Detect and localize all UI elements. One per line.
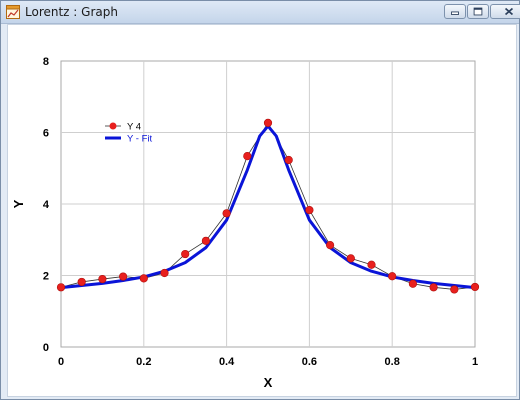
- data-point: [450, 285, 459, 294]
- data-point: [98, 274, 107, 284]
- x-tick-label: 0.4: [219, 356, 235, 368]
- data-point: [408, 279, 418, 288]
- x-tick-label: 0: [58, 356, 64, 368]
- data-point: [284, 155, 293, 165]
- data-point: [118, 272, 128, 281]
- x-axis-label: X: [264, 375, 273, 390]
- data-point: [305, 205, 314, 215]
- y-tick-label: 2: [43, 271, 49, 283]
- data-point: [243, 151, 252, 161]
- data-point: [139, 274, 148, 283]
- data-point: [429, 283, 438, 292]
- data-point: [181, 249, 190, 259]
- data-point: [56, 283, 66, 292]
- data-point: [470, 282, 480, 292]
- y-tick-label: 4: [43, 199, 50, 211]
- lorentz-chart: 0 0.2 0.4 0.6 0.8 1 0 2 4 6 8 X Y Y 4Y - Fit: [11, 56, 480, 390]
- minimize-icon: [451, 11, 459, 15]
- data-point: [160, 268, 169, 278]
- title-bar[interactable]: Lorentz : Graph: [1, 1, 520, 24]
- legend-measured-marker: [109, 122, 117, 130]
- maximize-icon: [473, 7, 483, 16]
- y-tick-label: 6: [43, 128, 49, 140]
- graph-app-icon: [6, 5, 20, 19]
- minimize-button[interactable]: [444, 4, 466, 19]
- data-point: [201, 236, 210, 245]
- x-tick-label: 0.2: [136, 356, 151, 368]
- data-point: [388, 272, 397, 281]
- x-tick-label: 0.6: [302, 356, 317, 368]
- close-icon: [504, 7, 514, 16]
- data-point: [326, 241, 335, 250]
- y-tick-label: 0: [43, 342, 49, 354]
- y-tick-label: 8: [43, 56, 49, 68]
- data-point: [346, 254, 355, 263]
- x-tick-label: 1: [472, 356, 478, 368]
- legend-fit-label: Y - Fit: [127, 134, 153, 145]
- data-point: [263, 118, 273, 127]
- data-point: [367, 260, 376, 269]
- maximize-button[interactable]: [467, 4, 489, 19]
- legend-measured-label: Y 4: [127, 122, 141, 133]
- data-point: [222, 209, 231, 218]
- close-button[interactable]: [490, 4, 520, 19]
- data-point: [77, 277, 86, 287]
- window-title: Lorentz : Graph: [25, 5, 118, 19]
- y-axis-label: Y: [11, 199, 26, 208]
- x-tick-label: 0.8: [385, 356, 400, 368]
